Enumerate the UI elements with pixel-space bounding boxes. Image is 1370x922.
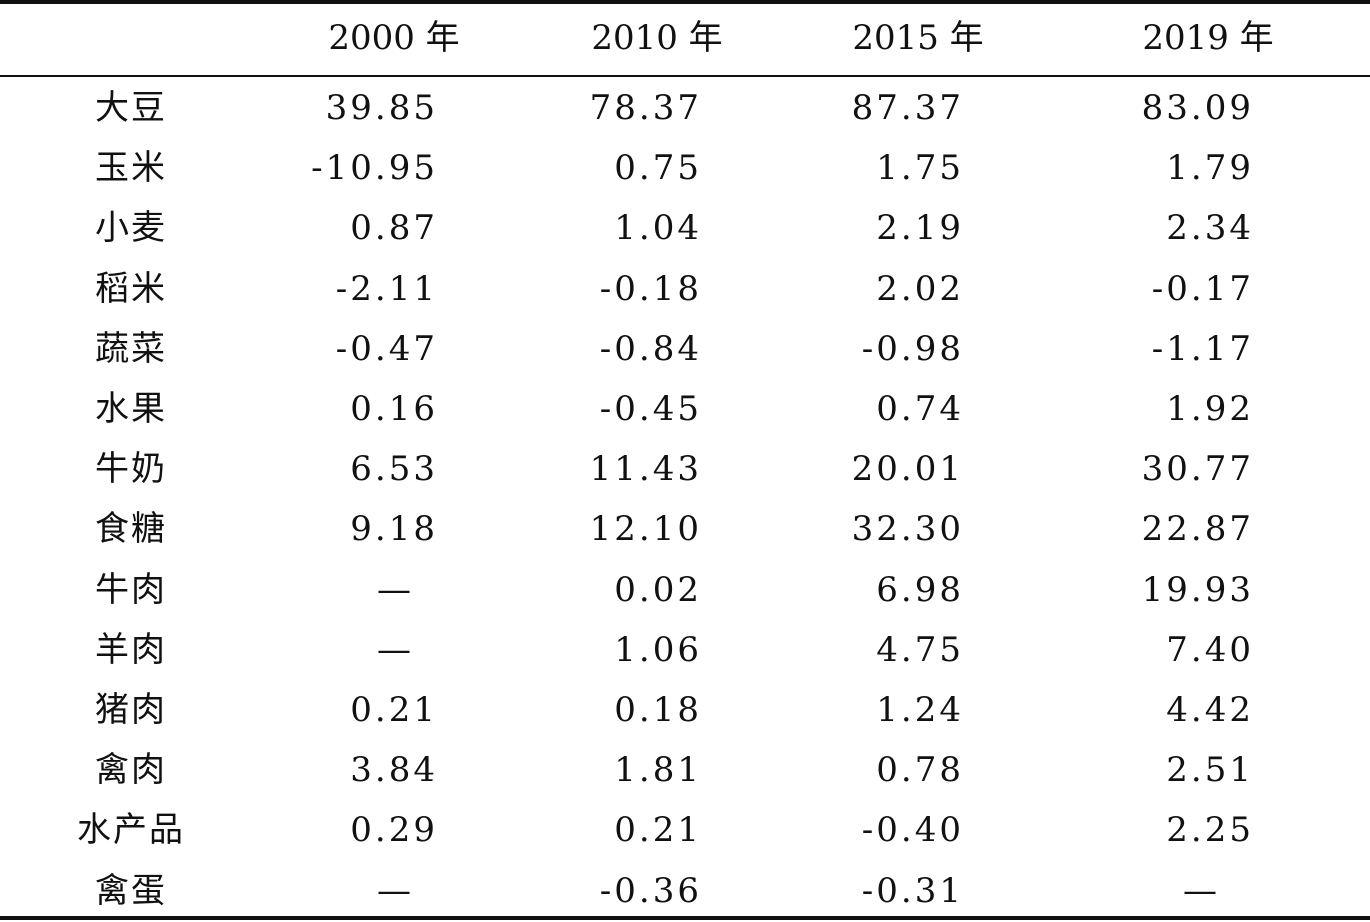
- table-row: 禽肉 3.84 1.81 0.78 2.51: [0, 740, 1370, 800]
- table-row: 玉米 -10.95 0.75 1.75 1.79: [0, 138, 1370, 198]
- header-cell-2015: 2015 年: [852, 18, 984, 58]
- table-cell: 1.81: [614, 750, 702, 791]
- table-cell: -0.47: [335, 328, 438, 369]
- header-cell-2010: 2010 年: [591, 18, 723, 58]
- table-cell: 11.43: [589, 449, 702, 490]
- table-cell: -0.17: [1151, 268, 1254, 309]
- table-cell: 0.02: [614, 569, 702, 610]
- table-cell: 0.16: [350, 389, 438, 429]
- table-cell: 1.06: [614, 629, 702, 670]
- table-cell: 0.78: [876, 750, 964, 791]
- table-row: 牛肉 — 0.02 6.98 19.93: [0, 560, 1370, 620]
- table-header-rule: [0, 75, 1370, 77]
- table-cell: 0.74: [876, 389, 964, 429]
- row-label: 水果: [95, 389, 167, 429]
- table-row: 牛奶 6.53 11.43 20.01 30.77: [0, 439, 1370, 499]
- table-cell: 0.29: [350, 810, 438, 851]
- row-label: 禽蛋: [95, 870, 167, 911]
- table-cell: —: [377, 629, 411, 670]
- table-cell: -0.45: [599, 389, 702, 429]
- row-label: 禽肉: [95, 750, 167, 791]
- table-cell: 4.42: [1166, 690, 1254, 730]
- table-cell: 0.21: [614, 810, 702, 851]
- table-cell: -0.84: [599, 328, 702, 369]
- table-cell: -0.40: [861, 810, 964, 851]
- table-cell: 0.87: [350, 208, 438, 249]
- row-label: 牛肉: [95, 569, 167, 610]
- table-cell: -0.98: [861, 328, 964, 369]
- table-cell: 9.18: [350, 509, 438, 550]
- table-cell: 6.53: [350, 449, 438, 490]
- row-label: 稻米: [95, 268, 167, 309]
- table-cell: 39.85: [325, 88, 438, 128]
- table-bottom-rule: [0, 916, 1370, 920]
- table-row: 水果 0.16 -0.45 0.74 1.92: [0, 379, 1370, 439]
- table-cell: -1.17: [1151, 328, 1254, 369]
- row-label: 猪肉: [95, 690, 167, 730]
- table-header: 2000 年 2010 年 2015 年 2019 年: [0, 0, 1370, 75]
- row-label: 玉米: [95, 148, 167, 189]
- table-cell: 12.10: [589, 509, 702, 550]
- row-label: 牛奶: [95, 449, 167, 490]
- table-cell: 83.09: [1141, 88, 1254, 128]
- table-cell: -10.95: [311, 148, 438, 189]
- row-label: 食糖: [95, 509, 167, 550]
- table-cell: 1.04: [614, 208, 702, 249]
- table-cell: 1.75: [876, 148, 964, 189]
- table-cell: —: [1183, 870, 1217, 911]
- table-cell: —: [377, 569, 411, 610]
- table-cell: 6.98: [876, 569, 964, 610]
- header-cell-2019: 2019 年: [1142, 18, 1274, 58]
- table-cell: 2.19: [876, 208, 964, 249]
- table-row: 猪肉 0.21 0.18 1.24 4.42: [0, 680, 1370, 740]
- row-label: 大豆: [95, 88, 167, 128]
- table-cell: 0.18: [614, 690, 702, 730]
- table-row: 蔬菜 -0.47 -0.84 -0.98 -1.17: [0, 319, 1370, 379]
- header-cell-2000: 2000 年: [328, 18, 460, 58]
- table-cell: 30.77: [1141, 449, 1254, 490]
- table-row: 稻米 -2.11 -0.18 2.02 -0.17: [0, 259, 1370, 319]
- table-row: 食糖 9.18 12.10 32.30 22.87: [0, 499, 1370, 559]
- table-cell: 32.30: [851, 509, 964, 550]
- table-row: 小麦 0.87 1.04 2.19 2.34: [0, 198, 1370, 258]
- table-cell: -2.11: [335, 268, 438, 309]
- row-label: 小麦: [95, 208, 167, 249]
- table-cell: 1.79: [1166, 148, 1254, 189]
- table-cell: -0.36: [599, 870, 702, 911]
- table-row: 大豆 39.85 78.37 87.37 83.09: [0, 78, 1370, 138]
- row-label: 羊肉: [95, 629, 167, 670]
- table-cell: 0.75: [614, 148, 702, 189]
- table-top-rule: [0, 0, 1370, 4]
- table-cell: 4.75: [876, 629, 964, 670]
- table-row: 水产品 0.29 0.21 -0.40 2.25: [0, 800, 1370, 860]
- table-cell: 20.01: [851, 449, 964, 490]
- table-cell: 0.21: [350, 690, 438, 730]
- table-cell: 1.92: [1166, 389, 1254, 429]
- table-cell: 2.34: [1166, 208, 1254, 249]
- row-label: 水产品: [77, 810, 185, 851]
- table-cell: 2.51: [1166, 750, 1254, 791]
- table-cell: 3.84: [350, 750, 438, 791]
- table-cell: —: [377, 870, 411, 911]
- table-cell: 22.87: [1141, 509, 1254, 550]
- table-cell: 2.02: [876, 268, 964, 309]
- table-cell: 2.25: [1166, 810, 1254, 851]
- table-cell: 7.40: [1166, 629, 1254, 670]
- row-label: 蔬菜: [95, 328, 167, 369]
- table-row: 羊肉 — 1.06 4.75 7.40: [0, 620, 1370, 680]
- table-cell: 1.24: [876, 690, 964, 730]
- table-cell: -0.18: [599, 268, 702, 309]
- table-row: 禽蛋 — -0.36 -0.31 —: [0, 861, 1370, 921]
- table-cell: 19.93: [1141, 569, 1254, 610]
- table-cell: 78.37: [589, 88, 702, 128]
- table-cell: 87.37: [851, 88, 964, 128]
- table-cell: -0.31: [861, 870, 964, 911]
